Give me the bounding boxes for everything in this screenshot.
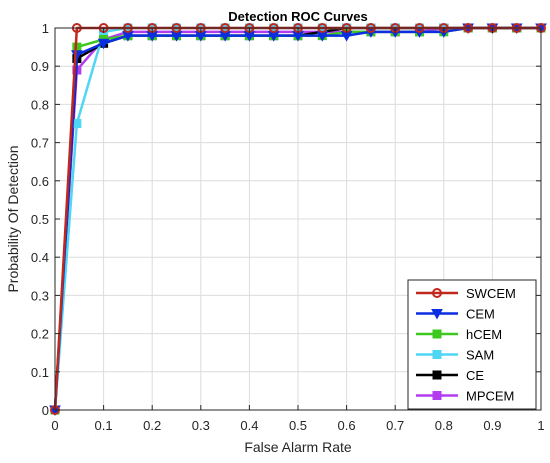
y-tick-label: 0.3 xyxy=(31,288,49,303)
y-axis-label: Probability Of Detection xyxy=(5,145,21,292)
legend-label: CEM xyxy=(466,307,495,322)
data-point-cem xyxy=(97,38,110,50)
x-tick-labels: 0 0.1 0.2 0.3 0.4 0.5 0.6 0.7 0.8 0.9 1 xyxy=(51,418,544,433)
legend-label: hCEM xyxy=(466,327,502,342)
y-tick-label: 0 xyxy=(42,403,49,418)
legend-swatch-marker xyxy=(431,309,443,320)
x-tick-label: 0.3 xyxy=(192,418,210,433)
chart-title: Detection ROC Curves xyxy=(228,9,367,24)
legend-swatch-marker xyxy=(432,391,442,400)
legend-item-swcem: SWCEM xyxy=(416,286,516,301)
y-tick-label: 0.9 xyxy=(31,59,49,74)
legend-swatch-marker xyxy=(432,329,442,339)
x-tick-label: 0.1 xyxy=(95,418,113,433)
legend-item-ce: CE xyxy=(416,368,484,383)
x-tick-label: 0.6 xyxy=(338,418,356,433)
y-tick-label: 0.8 xyxy=(31,97,49,112)
y-tick-label: 0.5 xyxy=(31,212,49,227)
y-tick-label: 0.6 xyxy=(31,174,49,189)
legend-label: SAM xyxy=(466,348,494,363)
legend-item-cem: CEM xyxy=(416,307,495,322)
y-tick-label: 0.2 xyxy=(31,327,49,342)
legend-label: SWCEM xyxy=(466,286,516,301)
legend-item-sam: SAM xyxy=(416,348,494,363)
x-tick-label: 0.2 xyxy=(143,418,161,433)
legend-box xyxy=(407,279,537,410)
x-tick-label: 0.8 xyxy=(435,418,453,433)
legend-swatch-marker xyxy=(432,288,442,298)
legend: SWCEM CEM hCEM SAM CE MPCEM xyxy=(407,279,537,410)
y-tick-labels: 0 0.1 0.2 0.3 0.4 0.5 0.6 0.7 0.8 0.9 1 xyxy=(31,21,49,418)
legend-label: CE xyxy=(466,368,484,383)
y-tick-label: 0.7 xyxy=(31,136,49,151)
x-tick-label: 0.9 xyxy=(483,418,501,433)
x-tick-label: 1 xyxy=(537,418,544,433)
x-tick-label: 0.7 xyxy=(386,418,404,433)
x-tick-label: 0.4 xyxy=(240,418,258,433)
data-point-sam xyxy=(72,119,82,128)
y-tick-label: 1 xyxy=(42,21,49,36)
legend-label: MPCEM xyxy=(466,389,514,404)
legend-swatch-marker xyxy=(432,370,442,380)
x-tick-label: 0 xyxy=(51,418,58,433)
x-axis-label: False Alarm Rate xyxy=(244,439,352,455)
tick-marks xyxy=(54,27,542,411)
legend-item-hcem: hCEM xyxy=(416,327,502,342)
x-tick-label: 0.5 xyxy=(289,418,307,433)
y-tick-label: 0.4 xyxy=(31,250,49,265)
legend-swatch-marker xyxy=(432,350,442,359)
y-tick-label: 0.1 xyxy=(31,365,49,380)
legend-item-mpcem: MPCEM xyxy=(416,389,514,404)
